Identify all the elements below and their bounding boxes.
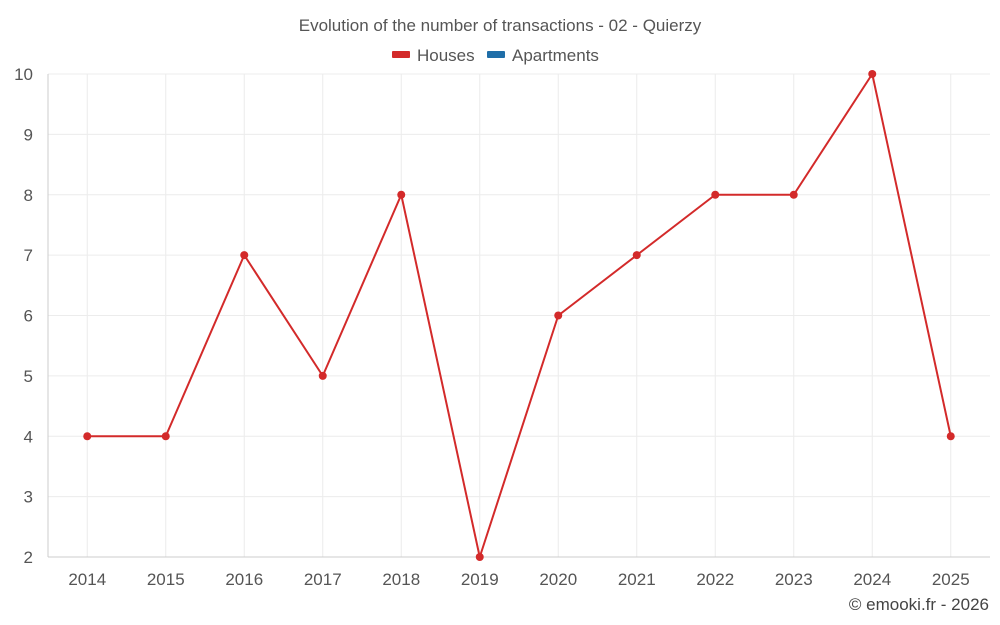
y-tick-label-6: 6 <box>24 307 33 326</box>
legend-label-houses: Houses <box>417 46 475 65</box>
data-points <box>83 70 955 561</box>
x-tick-label-2016: 2016 <box>225 570 263 589</box>
y-tick-label-7: 7 <box>24 246 33 265</box>
data-point-houses-2022 <box>711 190 720 199</box>
copyright-credit: © emooki.fr - 2026 <box>849 595 989 614</box>
y-tick-label-4: 4 <box>24 427 33 446</box>
legend-swatch-houses <box>392 51 410 58</box>
y-tick-label-8: 8 <box>24 186 33 205</box>
series-line-houses <box>87 73 952 558</box>
data-point-houses-2018 <box>397 190 406 199</box>
y-tick-labels: 2 3 4 5 6 7 8 9 10 <box>14 65 33 567</box>
x-tick-label-2020: 2020 <box>539 570 577 589</box>
data-point-houses-2016 <box>240 251 249 260</box>
x-tick-label-2014: 2014 <box>68 570 106 589</box>
grid-lines <box>48 73 990 558</box>
data-point-houses-2021 <box>632 251 641 260</box>
x-tick-label-2019: 2019 <box>461 570 499 589</box>
data-point-houses-2014 <box>83 432 92 441</box>
legend-item-apartments[interactable]: Apartments <box>487 46 599 65</box>
data-point-houses-2015 <box>161 432 170 441</box>
y-tick-label-2: 2 <box>24 548 33 567</box>
legend-label-apartments: Apartments <box>512 46 599 65</box>
data-point-houses-2024 <box>868 70 877 78</box>
data-point-houses-2017 <box>318 371 327 380</box>
x-tick-label-2024: 2024 <box>853 570 891 589</box>
legend: Houses Apartments <box>392 46 599 65</box>
y-tick-label-10: 10 <box>14 65 33 84</box>
chart-title: Evolution of the number of transactions … <box>299 16 702 35</box>
x-tick-label-2018: 2018 <box>382 570 420 589</box>
data-point-houses-2025 <box>946 432 955 441</box>
data-point-houses-2023 <box>789 190 798 199</box>
data-point-houses-2019 <box>475 553 484 561</box>
series-lines <box>87 73 952 558</box>
x-tick-label-2022: 2022 <box>696 570 734 589</box>
x-tick-label-2021: 2021 <box>618 570 656 589</box>
y-tick-label-9: 9 <box>24 125 33 144</box>
x-tick-label-2023: 2023 <box>775 570 813 589</box>
legend-item-houses[interactable]: Houses <box>392 46 475 65</box>
x-tick-label-2015: 2015 <box>147 570 185 589</box>
y-tick-label-5: 5 <box>24 367 33 386</box>
data-point-houses-2020 <box>554 311 563 320</box>
axes <box>47 74 990 558</box>
x-tick-label-2025: 2025 <box>932 570 970 589</box>
x-tick-label-2017: 2017 <box>304 570 342 589</box>
y-tick-label-3: 3 <box>24 488 33 507</box>
x-tick-labels: 2014 2015 2016 2017 2018 2019 2020 2021 2022 2023… <box>68 570 969 589</box>
legend-swatch-apartments <box>487 51 505 58</box>
